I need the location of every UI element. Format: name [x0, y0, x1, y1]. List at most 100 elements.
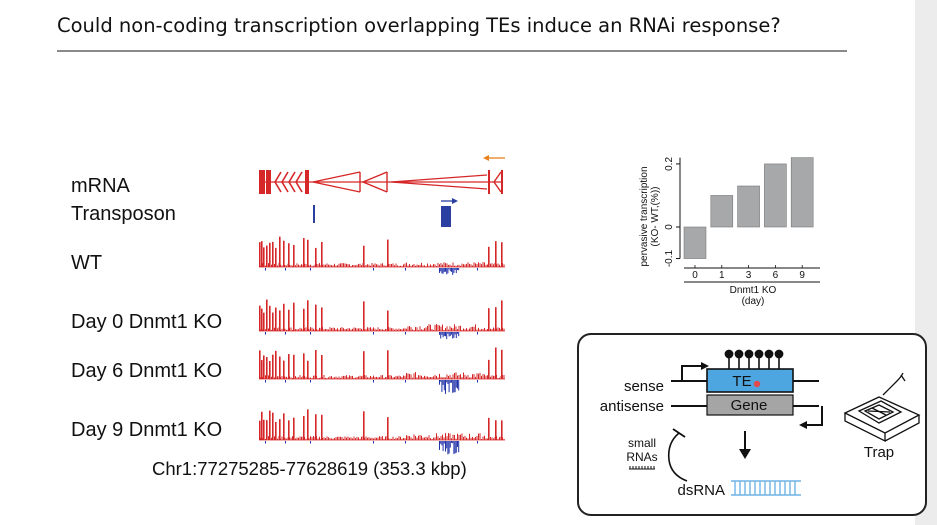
coverage-bar	[443, 377, 445, 379]
coverage-bar	[439, 373, 440, 379]
coverage-bar	[500, 265, 502, 267]
coverage-bar	[307, 327, 308, 331]
bar-day-0	[683, 226, 707, 259]
coverage-bar	[310, 436, 311, 440]
strand-arrow-icon	[483, 155, 489, 161]
coverage-bar	[502, 327, 503, 331]
coverage-bar	[350, 376, 352, 379]
coverage-spike	[266, 245, 268, 267]
y-tick-label: 0.2	[664, 157, 675, 171]
coverage-bar	[451, 438, 452, 440]
coverage-reverse-bar	[449, 441, 451, 448]
coverage-spike	[279, 310, 281, 331]
coverage-bar	[383, 438, 385, 440]
coverage-bar	[401, 377, 403, 379]
mrna-chevron	[361, 171, 388, 193]
coverage-bar	[419, 434, 421, 440]
coverage-bar	[406, 328, 407, 331]
coverage-bar	[283, 377, 284, 379]
coverage-bar	[446, 263, 448, 267]
dsrna-icon	[731, 480, 801, 496]
coverage-bar	[400, 436, 401, 440]
coverage-bar	[320, 377, 322, 379]
coverage-bar	[266, 438, 268, 440]
coverage-bar	[476, 373, 478, 379]
coverage-bar	[416, 327, 418, 331]
coverage-bar	[449, 326, 451, 331]
coverage-spike	[363, 301, 365, 331]
coverage-bar	[268, 375, 269, 379]
coverage-bar	[362, 375, 364, 379]
te-dot	[753, 380, 761, 388]
coverage-bar	[296, 328, 298, 331]
coverage-bar	[454, 434, 455, 440]
mrna-exon	[259, 170, 265, 194]
coverage-bar	[295, 438, 296, 440]
coverage-bar	[433, 264, 434, 267]
coverage-spike	[307, 300, 309, 331]
coverage-bar	[293, 438, 295, 440]
coverage-bar	[413, 434, 415, 440]
coverage-bar	[284, 376, 286, 379]
coverage-bar	[433, 437, 434, 440]
coverage-bar	[353, 436, 355, 440]
mrna-exon	[488, 170, 490, 194]
coverage-bar	[463, 372, 464, 379]
coverage-bar	[454, 324, 455, 331]
coverage-reverse-bar	[442, 332, 444, 338]
coverage-bar	[389, 263, 391, 267]
coverage-spike	[501, 349, 503, 379]
coverage-spike	[303, 353, 305, 379]
coverage-bar	[325, 377, 326, 379]
coverage-bar	[377, 327, 379, 331]
coverage-bar	[316, 329, 317, 331]
coverage-bar	[343, 263, 344, 267]
coverage-bar	[340, 436, 341, 440]
coverage-bar	[421, 375, 422, 379]
coverage-bar	[464, 374, 466, 379]
coverage-bar	[395, 437, 397, 440]
coverage-bar	[332, 438, 334, 440]
coverage-spike	[315, 304, 317, 331]
coverage-spike	[488, 246, 490, 267]
y-tick-label: 0	[664, 224, 675, 230]
coverage-reverse-bar	[457, 441, 458, 447]
coverage-spike	[272, 412, 274, 440]
coverage-bar	[305, 327, 307, 331]
mrna-exon	[266, 170, 271, 194]
coverage-bar	[397, 438, 398, 440]
sense-arrowhead-icon	[701, 362, 709, 370]
coverage-bar	[466, 328, 467, 331]
coverage-bar	[317, 329, 319, 331]
coverage-spike	[263, 247, 265, 267]
coverage-bar	[461, 329, 463, 331]
coverage-bar	[451, 327, 452, 331]
coverage-reverse-bar	[445, 441, 446, 452]
coverage-bar	[410, 437, 412, 440]
rnai-model-svg: TE Gene sense antisense small RNAs dsRN	[600, 349, 921, 499]
coverage-spike	[315, 247, 317, 267]
coverage-bar	[344, 263, 346, 267]
coverage-reverse-bar	[443, 441, 445, 444]
coverage-bar	[502, 437, 503, 440]
coverage-bar	[485, 375, 487, 379]
coverage-bar	[263, 376, 265, 379]
coverage-bar	[310, 264, 311, 267]
coverage-spike	[495, 420, 497, 440]
coverage-bar	[475, 263, 476, 267]
coverage-bar	[314, 329, 316, 331]
coverage-reverse-bar	[448, 380, 450, 393]
trap-icon	[843, 372, 921, 443]
coverage-bar	[437, 262, 439, 267]
coverage-bar	[475, 324, 476, 331]
coverage-bar	[260, 265, 262, 267]
coverage-bar	[404, 328, 406, 331]
coverage-bar	[493, 264, 494, 267]
coverage-bar	[311, 265, 313, 267]
coverage-bar	[470, 327, 472, 331]
coverage-reverse-bar	[454, 332, 456, 335]
small-rnas-label-2: RNAs	[626, 450, 657, 464]
coverage-reverse-bar	[447, 380, 449, 384]
coverage-bar	[359, 375, 361, 379]
coverage-spike	[363, 411, 365, 440]
